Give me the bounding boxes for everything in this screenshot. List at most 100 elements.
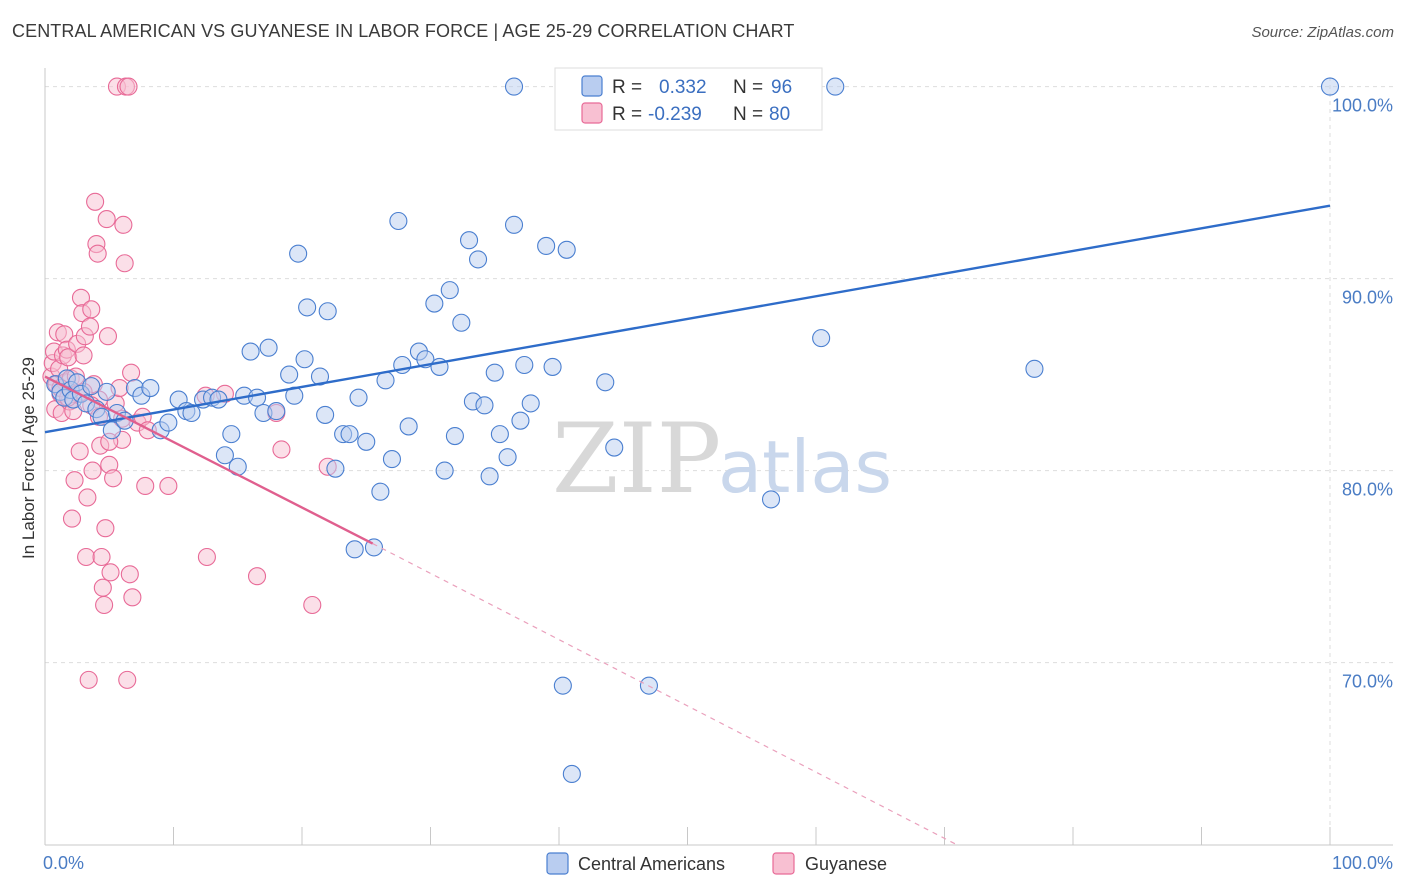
y-tick-labels: 70.0% 80.0% 90.0% 100.0% bbox=[1332, 96, 1393, 692]
central-american-point bbox=[267, 402, 286, 421]
central-american-point bbox=[382, 450, 402, 469]
guyanese-point bbox=[97, 210, 116, 229]
central-american-point bbox=[826, 77, 845, 96]
central-american-point bbox=[399, 417, 418, 436]
central-american-point bbox=[102, 421, 121, 440]
central-american-point bbox=[490, 425, 509, 444]
central-american-point bbox=[345, 540, 364, 559]
y-tick-label-80: 80.0% bbox=[1342, 480, 1393, 500]
legend-swatch-blue bbox=[581, 75, 603, 97]
guyanese-point bbox=[62, 509, 82, 528]
guyanese-point bbox=[303, 595, 322, 615]
guyanese-point bbox=[122, 363, 141, 382]
central-american-point bbox=[357, 432, 376, 451]
guyanese-trend-extension bbox=[372, 543, 958, 846]
central-american-point bbox=[498, 448, 517, 467]
legend-r-label-pink: R = bbox=[612, 104, 642, 125]
guyanese-point bbox=[83, 461, 102, 480]
legend-r-label-blue: R = bbox=[612, 77, 642, 98]
central-american-points bbox=[46, 77, 1340, 784]
y-axis-label: In Labor Force | Age 25-29 bbox=[19, 357, 38, 559]
axes bbox=[44, 68, 1393, 846]
central-american-point bbox=[605, 438, 624, 457]
central-american-point bbox=[537, 236, 556, 256]
guyanese-point bbox=[74, 346, 93, 365]
guyanese-point bbox=[70, 442, 89, 461]
guyanese-point bbox=[95, 595, 114, 615]
gridlines bbox=[45, 77, 1393, 845]
central-american-point bbox=[511, 411, 530, 430]
central-american-point bbox=[468, 250, 488, 269]
bottom-legend: Central Americans Guyanese bbox=[546, 852, 887, 875]
central-american-point bbox=[215, 446, 234, 465]
guyanese-point bbox=[115, 254, 134, 273]
watermark-atlas: atlas bbox=[718, 425, 892, 509]
central-american-point bbox=[557, 240, 576, 259]
central-american-point bbox=[543, 357, 562, 376]
central-american-point bbox=[259, 338, 278, 357]
central-american-point bbox=[562, 764, 581, 784]
central-american-point bbox=[596, 373, 615, 392]
legend-box: R = 0.332 N = 96 R = -0.239 N = 80 bbox=[554, 67, 823, 131]
central-american-point bbox=[475, 396, 494, 415]
guyanese-point bbox=[118, 670, 137, 689]
guyanese-point bbox=[98, 327, 118, 346]
central-american-point bbox=[295, 350, 314, 369]
guyanese-point bbox=[197, 547, 216, 567]
central-american-point bbox=[445, 426, 464, 446]
guyanese-point bbox=[92, 547, 111, 567]
guyanese-point bbox=[65, 471, 84, 490]
central-american-point bbox=[459, 231, 479, 250]
central-american-point bbox=[521, 394, 540, 413]
guyanese-point bbox=[104, 469, 123, 488]
central-american-point bbox=[326, 459, 345, 478]
bottom-legend-swatch-blue bbox=[546, 852, 569, 875]
central-american-point bbox=[371, 482, 390, 501]
central-american-point bbox=[504, 215, 524, 234]
central-american-point bbox=[389, 211, 408, 231]
central-american-point bbox=[480, 467, 499, 486]
central-american-point bbox=[1025, 359, 1044, 378]
y-tick-label-90: 90.0% bbox=[1342, 288, 1393, 308]
legend-n-label-pink: N = bbox=[733, 104, 763, 125]
central-american-point bbox=[141, 378, 160, 398]
guyanese-point bbox=[114, 215, 133, 234]
legend-n-label-blue: N = bbox=[733, 77, 763, 98]
central-american-point bbox=[812, 329, 831, 348]
central-american-point bbox=[289, 244, 308, 263]
central-american-point bbox=[222, 425, 241, 444]
central-american-point bbox=[425, 294, 444, 313]
central-american-point bbox=[310, 367, 330, 386]
central-american-point bbox=[435, 461, 454, 480]
central-american-point bbox=[318, 302, 337, 321]
central-american-point bbox=[485, 363, 504, 382]
bottom-legend-label-pink: Guyanese bbox=[805, 854, 887, 874]
central-american-trend-line bbox=[44, 204, 1331, 434]
central-american-point bbox=[82, 377, 101, 396]
guyanese-point bbox=[78, 488, 97, 507]
watermark-zip: ZIP bbox=[552, 403, 721, 515]
legend-n-value-blue: 96 bbox=[771, 77, 792, 98]
legend-swatch-pink bbox=[581, 102, 603, 124]
guyanese-point bbox=[119, 77, 138, 96]
guyanese-point bbox=[88, 244, 107, 263]
legend-n-value-pink: 80 bbox=[769, 104, 790, 125]
chart-title: CENTRAL AMERICAN VS GUYANESE IN LABOR FO… bbox=[12, 21, 795, 41]
central-american-point bbox=[440, 281, 459, 300]
central-american-point bbox=[182, 403, 201, 423]
trend-lines bbox=[44, 204, 1331, 846]
bottom-legend-swatch-pink bbox=[772, 852, 795, 875]
guyanese-point bbox=[136, 476, 155, 496]
central-american-point bbox=[515, 355, 534, 375]
central-american-point bbox=[298, 298, 317, 317]
guyanese-point bbox=[101, 563, 120, 582]
guyanese-point bbox=[82, 300, 101, 319]
central-american-point bbox=[316, 405, 335, 424]
central-american-point bbox=[241, 342, 260, 361]
x-tick-label-max: 100.0% bbox=[1332, 853, 1393, 873]
central-american-point bbox=[1320, 77, 1340, 96]
legend-r-value-pink: -0.239 bbox=[648, 104, 702, 125]
guyanese-point bbox=[272, 440, 291, 459]
y-tick-label-100: 100.0% bbox=[1332, 96, 1393, 116]
